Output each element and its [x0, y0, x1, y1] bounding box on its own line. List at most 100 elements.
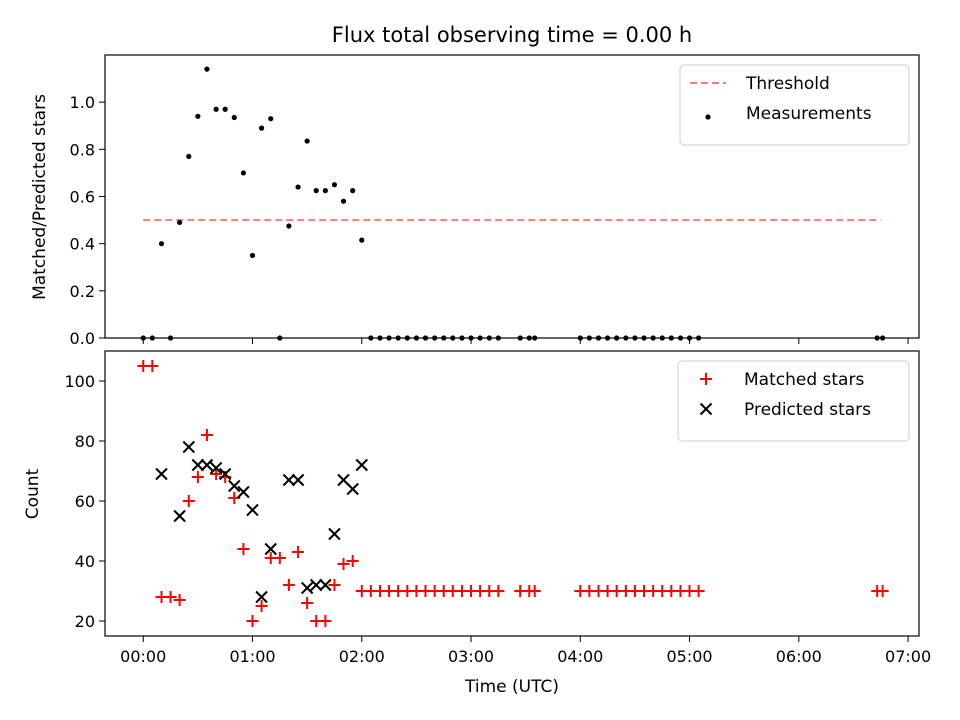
predicted-star-marker	[218, 467, 232, 481]
legend-label: Measurements	[746, 104, 872, 124]
cross-b	[337, 473, 350, 487]
measurement-point	[213, 106, 219, 112]
predicted-star-marker	[300, 581, 314, 595]
count-plot-frame	[104, 350, 920, 637]
legend-label: Threshold	[745, 74, 830, 94]
ratio-legend: Threshold Measurements	[679, 64, 910, 146]
measurement-point	[249, 252, 256, 259]
matched-star-marker	[173, 594, 186, 606]
predicted-star-marker	[209, 461, 223, 475]
legend-box	[679, 64, 910, 146]
matched-star-marker	[346, 555, 359, 567]
y-tick-label: 60	[75, 492, 95, 511]
cross-b	[228, 479, 241, 493]
y-tick-label: 80	[75, 432, 95, 451]
matched-star-marker	[246, 615, 259, 627]
y-axis-label-ratio: Matched/Predicted stars	[30, 94, 50, 300]
measurement-point	[313, 188, 319, 194]
predicted-star-marker	[182, 440, 196, 454]
matched-star-marker	[255, 600, 268, 612]
y-tick-label: 0.2	[70, 282, 95, 301]
matched-star-marker	[528, 585, 541, 597]
count-points	[137, 360, 889, 627]
measurement-point	[359, 237, 365, 243]
predicted-star-marker	[155, 467, 168, 481]
y-tick-label: 1.0	[70, 93, 95, 112]
predicted-star-marker	[255, 590, 268, 604]
matched-star-marker	[492, 585, 505, 597]
matched-star-marker	[337, 558, 350, 570]
predicted-star-marker	[319, 578, 332, 592]
legend-plus-swatch	[700, 373, 712, 385]
measurement-point	[258, 125, 265, 131]
predicted-star-marker	[346, 482, 359, 496]
ratio-panel: Flux total observing time = 0.00 h Match…	[30, 23, 920, 348]
cross-b	[300, 581, 314, 595]
y-tick-label: 40	[75, 552, 95, 571]
measurement-point	[177, 219, 183, 226]
measurement-point	[322, 188, 328, 194]
y-tick-label: 0.6	[70, 188, 95, 207]
cross-b	[182, 440, 196, 454]
cross-b	[173, 509, 186, 523]
x-axis-label-time: Time (UTC)	[464, 677, 559, 697]
matched-star-marker	[237, 543, 250, 555]
measurement-point	[204, 66, 210, 72]
matched-star-marker	[273, 552, 286, 564]
predicted-star-marker	[355, 458, 368, 472]
legend-label: Matched stars	[744, 370, 864, 390]
cross-b	[237, 485, 250, 499]
x-tick-label: 02:00	[339, 647, 385, 666]
x-tick-label: 04:00	[557, 647, 603, 666]
count-legend: Matched stars Predicted stars	[677, 360, 910, 442]
y-tick-label: 100	[64, 372, 95, 391]
predicted-star-marker	[200, 458, 214, 472]
x-tick-label: 07:00	[885, 647, 931, 666]
measurement-point	[286, 223, 292, 229]
measurement-point	[158, 241, 165, 247]
predicted-star-marker	[191, 458, 205, 472]
matched-star-marker	[146, 360, 159, 372]
cross-b	[218, 467, 232, 481]
predicted-star-marker	[328, 527, 341, 541]
cross-b	[319, 578, 332, 592]
cross-b	[191, 458, 205, 472]
matched-star-marker	[876, 585, 889, 597]
measurement-point	[331, 182, 338, 188]
cross-b	[209, 461, 223, 475]
cross-b	[255, 590, 268, 604]
cross-b	[282, 473, 296, 487]
measurement-point	[340, 198, 347, 204]
legend-dot-swatch	[705, 114, 711, 120]
measurement-point	[195, 113, 201, 119]
x-tick-label: 01:00	[229, 647, 275, 666]
measurement-point	[222, 106, 228, 112]
predicted-star-marker	[309, 578, 323, 592]
predicted-star-marker	[228, 479, 241, 493]
matched-star-marker	[182, 495, 195, 507]
x-tick-label: 06:00	[776, 647, 822, 666]
ratio-ticks: 0.0 0.2 0.4 0.6 0.8 1.0	[70, 93, 909, 348]
x-tick-label: 00:00	[120, 647, 166, 666]
ratio-plot-frame	[104, 54, 920, 339]
predicted-star-marker	[173, 509, 186, 523]
cross-b	[155, 467, 168, 481]
predicted-star-marker	[291, 473, 305, 487]
matched-star-marker	[328, 579, 341, 591]
y-axis-label-count: Count	[23, 468, 43, 519]
x-tick-label: 03:00	[448, 647, 494, 666]
matched-star-marker	[282, 579, 295, 591]
legend-label: Predicted stars	[744, 400, 871, 420]
matched-star-marker	[319, 615, 332, 627]
predicted-star-marker	[246, 503, 259, 517]
y-tick-label: 0.4	[70, 235, 95, 254]
matched-star-marker	[228, 492, 241, 504]
matched-star-marker	[292, 546, 305, 558]
matched-star-marker	[200, 429, 213, 441]
cross-b	[264, 542, 277, 556]
cross-b	[309, 578, 323, 592]
cross-b	[200, 458, 214, 472]
cross-b	[355, 458, 368, 472]
cross-b	[699, 402, 713, 416]
predicted-star-marker	[282, 473, 296, 487]
